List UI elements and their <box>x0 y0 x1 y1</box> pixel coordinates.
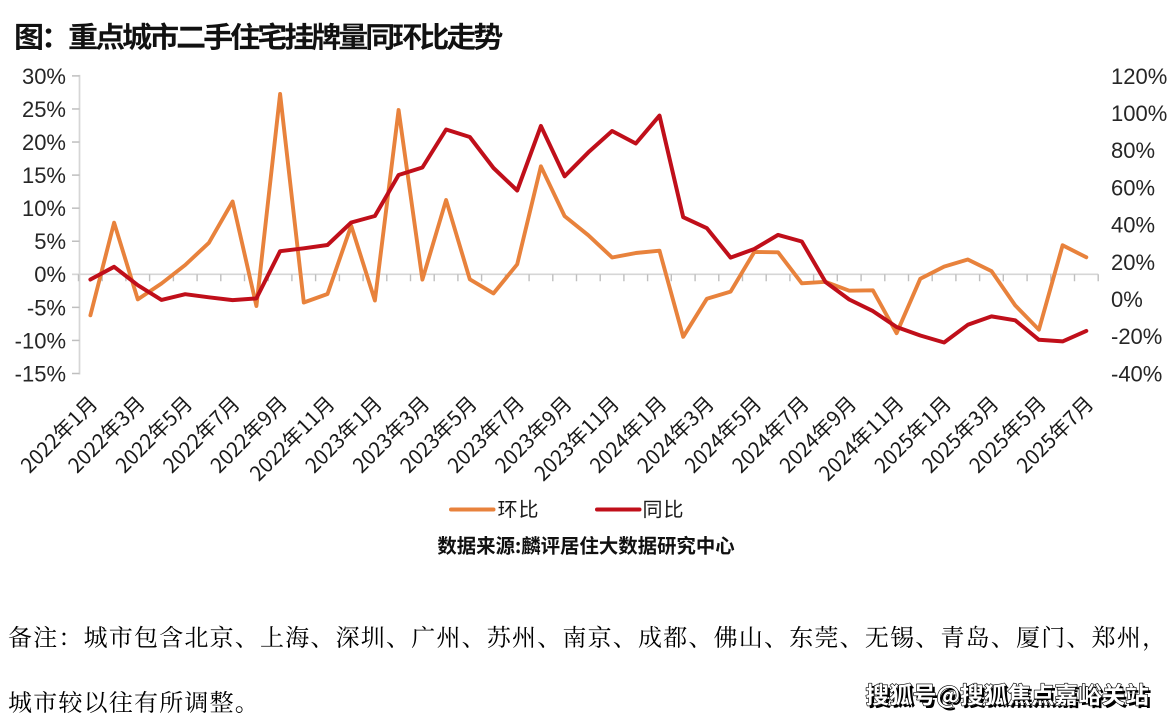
svg-text:-40%: -40% <box>1111 361 1162 386</box>
svg-text:5%: 5% <box>34 229 66 254</box>
svg-text:-10%: -10% <box>15 328 66 353</box>
svg-text:80%: 80% <box>1111 138 1155 163</box>
svg-text:40%: 40% <box>1111 213 1155 238</box>
svg-text:20%: 20% <box>1111 250 1155 275</box>
svg-text:10%: 10% <box>22 196 66 221</box>
svg-text:60%: 60% <box>1111 175 1155 200</box>
svg-text:0%: 0% <box>34 262 66 287</box>
svg-text:25%: 25% <box>22 97 66 122</box>
svg-text:20%: 20% <box>22 130 66 155</box>
svg-text:120%: 120% <box>1111 64 1167 89</box>
svg-text:-5%: -5% <box>27 295 66 320</box>
svg-text:0%: 0% <box>1111 287 1143 312</box>
svg-text:-20%: -20% <box>1111 324 1162 349</box>
svg-text:30%: 30% <box>22 64 66 89</box>
svg-text:-15%: -15% <box>15 361 66 386</box>
svg-text:100%: 100% <box>1111 101 1167 126</box>
svg-text:15%: 15% <box>22 163 66 188</box>
